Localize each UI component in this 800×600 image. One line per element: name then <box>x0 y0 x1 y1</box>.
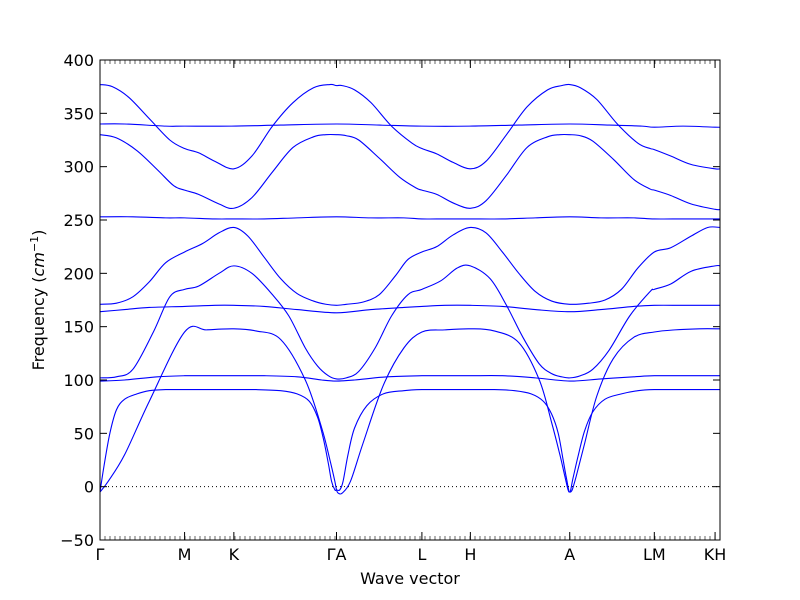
band-line-9 <box>99 123 721 128</box>
band-line-7 <box>99 216 720 220</box>
band-line-5 <box>99 304 720 314</box>
y-tick-label: −50 <box>60 531 94 550</box>
x-ticks: Γ M K ΓA L H A LM KH <box>96 60 727 564</box>
y-axis-label-exp: −1 <box>28 236 41 252</box>
y-axis-label-text: Frequency <box>29 288 48 371</box>
x-axis-label: Wave vector <box>360 569 460 588</box>
band-line-4 <box>99 264 721 380</box>
x-tick-label: KH <box>704 545 727 564</box>
y-axis-label-open: ( <box>29 276 48 282</box>
y-tick-label: 300 <box>63 158 94 177</box>
y-tick-label: 250 <box>63 211 94 230</box>
x-tick-label: ΓA <box>327 545 347 564</box>
plot-frame <box>99 59 721 541</box>
y-tick-label: 50 <box>74 424 94 443</box>
y-axis-label-unit: cm <box>29 252 48 276</box>
x-tick-label: M <box>178 545 192 564</box>
y-tick-label: 0 <box>84 478 94 497</box>
x-tick-label: Γ <box>96 545 105 564</box>
band-line-8 <box>99 133 721 211</box>
band-line-3 <box>99 325 721 495</box>
x-tick-label: L <box>417 545 426 564</box>
y-axis-label: Frequency (cm−1) <box>28 230 48 371</box>
x-tick-label: LM <box>643 545 666 564</box>
band-lines <box>99 83 721 495</box>
y-tick-label: 150 <box>63 318 94 337</box>
y-tick-label: 400 <box>63 51 94 70</box>
y-tick-label: 200 <box>63 264 94 283</box>
y-tick-label: 350 <box>63 104 94 123</box>
band-line-6 <box>99 226 721 306</box>
x-tick-label: K <box>229 545 240 564</box>
x-minor-ticks <box>104 60 716 540</box>
y-ticks: −50 0 50 100 150 200 250 300 350 400 <box>60 51 720 550</box>
band-line-2 <box>99 375 720 382</box>
band-line-10 <box>99 83 721 170</box>
x-tick-label: H <box>464 545 476 564</box>
band-line-1 <box>99 388 720 493</box>
y-axis-label-close: ) <box>29 230 48 236</box>
y-tick-label: 100 <box>63 371 94 390</box>
x-tick-label: A <box>564 545 575 564</box>
